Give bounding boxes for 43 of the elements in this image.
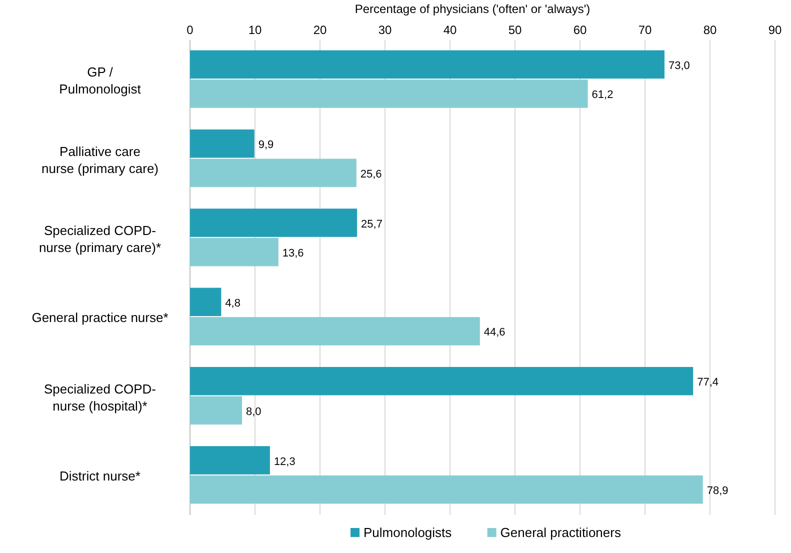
x-tick-label: 80 — [703, 23, 717, 37]
data-label: 8,0 — [246, 406, 262, 418]
data-label: 25,7 — [361, 218, 382, 230]
x-tick-label: 90 — [768, 23, 782, 37]
x-tick-label: 30 — [378, 23, 392, 37]
legend-label: General practitioners — [500, 525, 622, 540]
data-label: 78,9 — [706, 485, 728, 498]
data-label: 44,6 — [484, 326, 506, 339]
x-tick-label: 70 — [638, 23, 652, 37]
data-label: 12,3 — [274, 456, 296, 468]
data-label: 9,9 — [258, 139, 274, 152]
bar — [190, 238, 278, 266]
bar — [190, 366, 694, 396]
data-label: 13,6 — [282, 248, 304, 260]
data-label: 25,6 — [360, 168, 382, 180]
x-tick-label: 20 — [313, 23, 327, 37]
data-label: 73,0 — [668, 60, 690, 72]
bar — [190, 158, 356, 188]
y-tick-label: Specialized COPD- nurse (hospital)* — [44, 381, 156, 414]
bar — [190, 475, 703, 504]
bar — [190, 50, 664, 79]
x-tick-label: 0 — [186, 23, 194, 37]
bar — [190, 129, 254, 158]
legend-label: Pulmonologists — [364, 525, 452, 540]
bar — [190, 80, 588, 108]
bar — [190, 396, 242, 425]
x-axis-title: Percentage of physicians ('often' or 'always') — [354, 2, 590, 16]
y-tick-label: Specialized COPD- nurse (primary care)* — [38, 222, 162, 255]
bar — [190, 288, 222, 316]
x-tick-label: 40 — [443, 23, 457, 37]
y-tick-label: General practice nurse* — [32, 310, 168, 326]
data-label: 4,8 — [225, 297, 240, 310]
bar — [190, 208, 358, 237]
y-tick-label: District nurse* — [60, 468, 140, 484]
data-label: 77,4 — [697, 376, 719, 389]
x-tick-label: 10 — [248, 23, 262, 37]
x-tick-label: 50 — [508, 23, 522, 37]
x-tick-label: 60 — [573, 23, 587, 37]
bar — [190, 446, 270, 474]
y-tick-label: GP / Pulmonologist — [59, 64, 142, 97]
bar — [190, 317, 480, 346]
y-tick-label: Palliative care nurse (primary care) — [41, 144, 159, 176]
data-label: 61,2 — [592, 89, 614, 102]
